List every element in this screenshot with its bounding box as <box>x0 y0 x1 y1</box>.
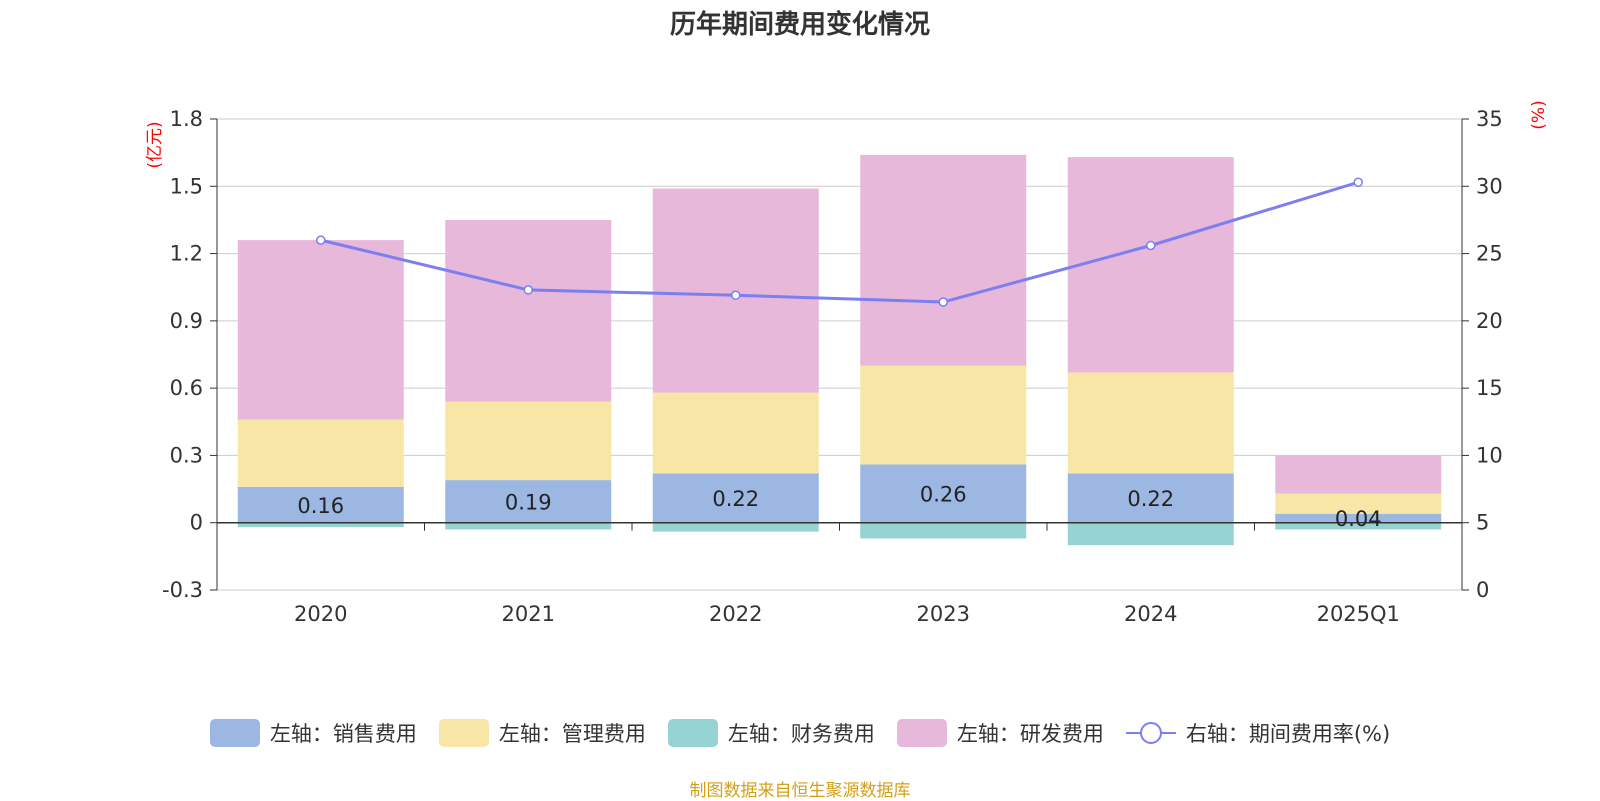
x-tick-label: 2024 <box>1124 602 1177 626</box>
legend-label: 右轴：期间费用率(%) <box>1185 722 1391 746</box>
point-rate <box>1146 240 1156 251</box>
point-rate <box>1353 177 1363 187</box>
bar-admin-2021 <box>445 401 612 481</box>
left-tick-label: -0.3 <box>162 578 203 602</box>
bar-admin-2025Q1 <box>1275 493 1442 514</box>
right-tick-label: 15 <box>1476 376 1503 400</box>
bar-sales-2023 <box>860 464 1027 523</box>
bar-finance-2025Q1 <box>1275 522 1442 530</box>
legend-swatch <box>438 719 489 747</box>
left-tick-label: 1.5 <box>170 174 203 198</box>
data-label-sales: 0.26 <box>920 483 967 507</box>
right-tick-label: 30 <box>1476 174 1503 198</box>
legend-item-rd[interactable]: 左轴：研发费用 <box>896 718 1104 748</box>
bar-rd-2020 <box>237 240 404 420</box>
bar-sales-2025Q1 <box>1275 513 1442 523</box>
legend-item-sales[interactable]: 左轴：销售费用 <box>209 718 417 748</box>
data-label-sales: 0.19 <box>505 490 552 514</box>
bar-admin-2020 <box>237 419 404 487</box>
line-rate <box>320 180 1359 304</box>
data-labels: 0.16 0.19 0.22 0.26 0.22 0.04 <box>297 483 1381 532</box>
bar-finance-2020 <box>237 522 404 528</box>
legend-label: 左轴：财务费用 <box>727 722 875 746</box>
left-tick-label: 0.6 <box>170 376 203 400</box>
right-tick-label: 35 <box>1476 107 1503 131</box>
left-tick-label: 0.9 <box>170 309 203 333</box>
bar-finance-2024 <box>1067 522 1234 546</box>
data-label-sales: 0.22 <box>712 487 759 511</box>
x-tick-label: 2022 <box>709 602 762 626</box>
left-tick-label: 0 <box>190 511 203 535</box>
source-note: 制图数据来自恒生聚源数据库 <box>689 781 911 801</box>
legend-label: 左轴：管理费用 <box>498 722 646 746</box>
point-rate <box>938 297 948 307</box>
x-tick-label: 2021 <box>502 602 555 626</box>
right-tick-label: 20 <box>1476 309 1503 333</box>
legend-label: 左轴：研发费用 <box>956 722 1104 746</box>
legend-item-rate[interactable]: 右轴：期间费用率(%) <box>1125 718 1391 748</box>
data-label-sales: 0.22 <box>1127 487 1174 511</box>
legend-swatch <box>667 719 718 747</box>
point-rate <box>316 235 326 245</box>
bar-finance-2022 <box>652 522 819 532</box>
right-tick-label: 5 <box>1476 511 1489 535</box>
left-tick-label: 1.2 <box>170 242 203 266</box>
point-rate <box>523 285 533 295</box>
bar-finance-2021 <box>445 522 612 530</box>
right-tick-label: 0 <box>1476 578 1489 602</box>
bar-rd-2024 <box>1067 157 1234 373</box>
legend-swatch <box>1125 719 1176 747</box>
x-tick-label: 2025Q1 <box>1317 602 1400 626</box>
right-tick-label: 25 <box>1476 242 1503 266</box>
bar-admin-2022 <box>652 392 819 474</box>
right-tick-label: 10 <box>1476 443 1503 467</box>
bar-sales-2021 <box>445 480 612 523</box>
bars <box>237 154 1442 546</box>
left-tick-label: 0.3 <box>170 443 203 467</box>
bar-sales-2024 <box>1067 473 1234 523</box>
x-tick-label: 2023 <box>917 602 970 626</box>
legend-swatch <box>209 719 260 747</box>
bar-admin-2023 <box>860 365 1027 465</box>
axes: 1.8 1.5 1.2 0.9 0.6 0.3 0 -0.3 35 30 25 20 15 10 5 0 (亿元… <box>145 100 1549 626</box>
legend-label: 左轴：销售费用 <box>269 722 417 746</box>
legend-item-admin[interactable]: 左轴：管理费用 <box>438 718 646 748</box>
bar-rd-2023 <box>860 154 1027 366</box>
bar-sales-2022 <box>652 473 819 523</box>
legend-item-finance[interactable]: 左轴：财务费用 <box>667 718 875 748</box>
chart-area: 1.8 1.5 1.2 0.9 0.6 0.3 0 -0.3 35 30 25 20 15 10 5 0 (亿元… <box>145 100 1549 626</box>
bar-finance-2023 <box>860 522 1027 539</box>
bar-sales-2020 <box>237 486 404 523</box>
x-tick-label: 2020 <box>294 602 347 626</box>
legend-swatch <box>896 719 947 747</box>
bar-admin-2024 <box>1067 372 1234 474</box>
legend: 左轴：销售费用 左轴：管理费用 左轴：财务费用 左轴：研发费用 右轴：期间费用率(%) <box>0 718 1600 748</box>
bar-rd-2021 <box>445 219 612 402</box>
rate-line <box>316 177 1363 307</box>
point-rate <box>731 290 741 301</box>
data-label-sales: 0.04 <box>1335 507 1382 531</box>
right-axis-unit: (%) <box>1529 100 1549 129</box>
chart-title: 历年期间费用变化情况 <box>669 10 930 40</box>
left-tick-label: 1.8 <box>170 107 203 131</box>
bar-rd-2025Q1 <box>1275 455 1442 494</box>
data-label-sales: 0.16 <box>297 494 344 518</box>
left-axis-unit: (亿元) <box>145 121 165 168</box>
